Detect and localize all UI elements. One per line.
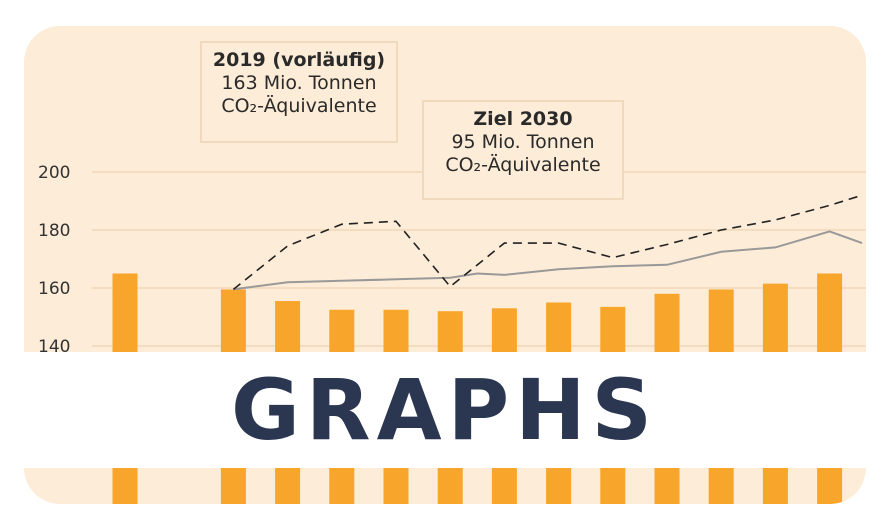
annotation-2019: 2019 (vorläufig) 163 Mio. Tonnen CO₂-Äqu… bbox=[200, 41, 398, 143]
annotation-2019-title: 2019 (vorläufig) bbox=[212, 49, 386, 71]
annotation-2030-unit: CO₂-Äquivalente bbox=[445, 154, 601, 176]
title-banner: GRAPHS bbox=[0, 352, 889, 468]
y-tick-label-180: 180 bbox=[38, 221, 70, 241]
annotation-2030-value: 95 Mio. Tonnen bbox=[451, 131, 595, 153]
annotation-2019-unit: CO₂-Äquivalente bbox=[221, 95, 377, 117]
annotation-2030-title: Ziel 2030 bbox=[473, 108, 573, 130]
solid-series-line bbox=[233, 230, 863, 291]
annotation-2019-value: 163 Mio. Tonnen bbox=[221, 72, 377, 94]
banner-title: GRAPHS bbox=[230, 361, 658, 459]
y-tick-label-200: 200 bbox=[38, 163, 70, 183]
annotation-target-2030: Ziel 2030 95 Mio. Tonnen CO₂-Äquivalente bbox=[422, 100, 624, 200]
dashed-series-line bbox=[232, 194, 863, 291]
y-tick-label-160: 160 bbox=[38, 279, 70, 299]
